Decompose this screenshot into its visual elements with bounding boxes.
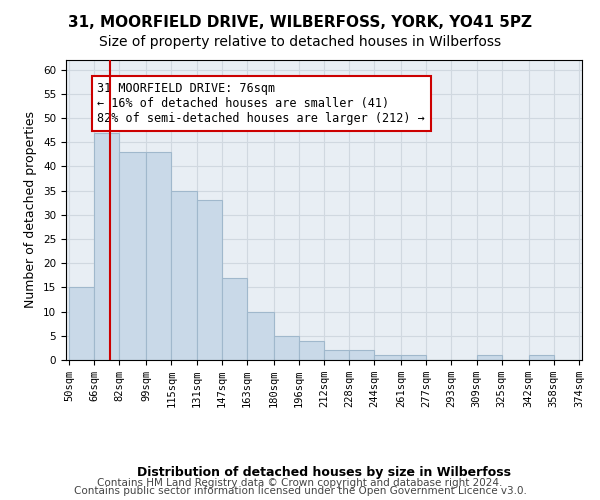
Bar [401, 355, 426, 360]
Bar [69, 288, 94, 360]
Bar [119, 152, 146, 360]
Bar [274, 336, 299, 360]
Bar [172, 190, 197, 360]
Bar [476, 355, 502, 360]
Text: 31 MOORFIELD DRIVE: 76sqm
← 16% of detached houses are smaller (41)
82% of semi-: 31 MOORFIELD DRIVE: 76sqm ← 16% of detac… [97, 82, 425, 125]
Bar [94, 132, 119, 360]
Bar [146, 152, 172, 360]
Text: Contains HM Land Registry data © Crown copyright and database right 2024.: Contains HM Land Registry data © Crown c… [97, 478, 503, 488]
Bar [374, 355, 401, 360]
Bar [247, 312, 274, 360]
Bar [222, 278, 247, 360]
Text: Contains public sector information licensed under the Open Government Licence v3: Contains public sector information licen… [74, 486, 526, 496]
Text: Size of property relative to detached houses in Wilberfoss: Size of property relative to detached ho… [99, 35, 501, 49]
Bar [197, 200, 222, 360]
Bar [299, 340, 324, 360]
Text: 31, MOORFIELD DRIVE, WILBERFOSS, YORK, YO41 5PZ: 31, MOORFIELD DRIVE, WILBERFOSS, YORK, Y… [68, 15, 532, 30]
Bar [324, 350, 349, 360]
Y-axis label: Number of detached properties: Number of detached properties [25, 112, 37, 308]
Bar [529, 355, 554, 360]
X-axis label: Distribution of detached houses by size in Wilberfoss: Distribution of detached houses by size … [137, 466, 511, 478]
Bar [349, 350, 374, 360]
